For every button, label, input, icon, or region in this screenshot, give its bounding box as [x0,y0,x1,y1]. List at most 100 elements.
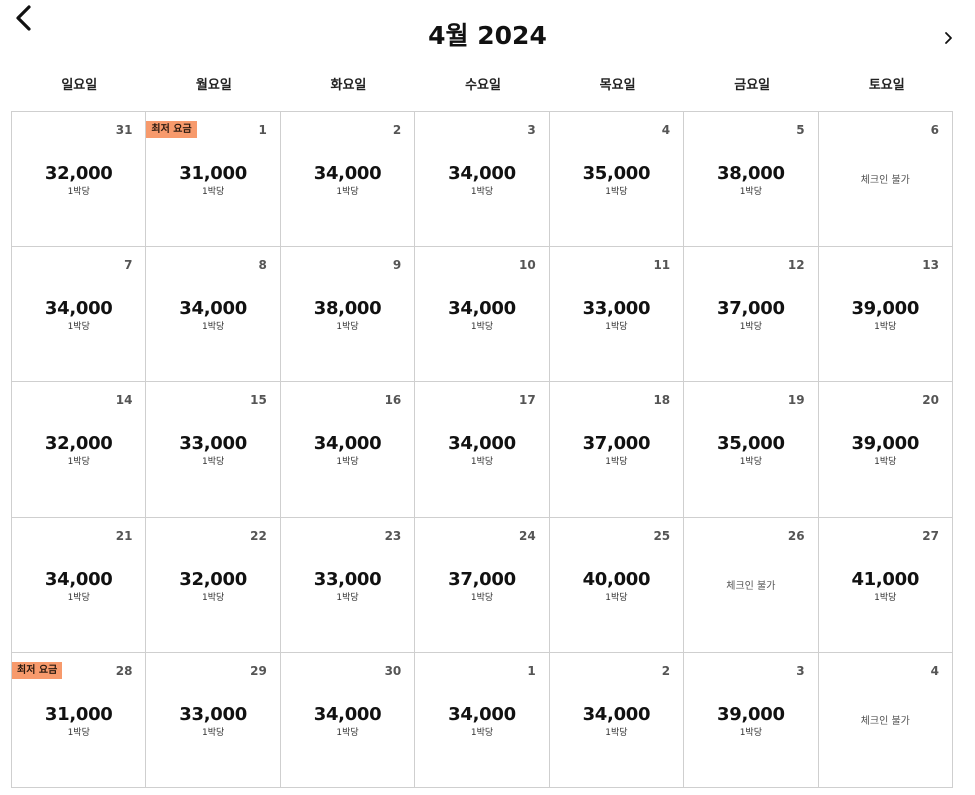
calendar-day-cell[interactable]: 31 32,000 1박당 [12,112,147,248]
calendar-day-cell[interactable]: 19 35,000 1박당 [684,382,819,518]
per-night-label: 1박당 [874,322,897,333]
per-night-label: 1박당 [605,727,628,738]
calendar-day-cell[interactable]: 20 39,000 1박당 [818,382,953,518]
nightly-price: 34,000 [313,703,382,725]
per-night-label: 1박당 [336,592,359,603]
nightly-price: 34,000 [448,298,516,320]
day-number: 29 [250,663,267,678]
per-night-label: 1박당 [605,187,628,197]
calendar-day-cell[interactable]: 5 38,000 1박당 [684,112,819,248]
per-night-label: 1박당 [874,592,897,603]
per-night-label: 1박당 [67,592,90,603]
calendar-day-cell[interactable]: 28 최저 요금 31,000 1박당 [12,652,147,788]
calendar-day-cell[interactable]: 13 39,000 1박당 [818,247,953,383]
per-night-label: 1박당 [336,322,359,333]
chevron-right-icon [945,32,952,44]
nightly-price: 34,000 [313,163,382,184]
day-number: 4 [930,663,939,678]
nightly-price: 32,000 [179,568,247,590]
calendar-day-cell[interactable]: 15 33,000 1박당 [146,382,281,518]
calendar-day-cell[interactable]: 9 38,000 1박당 [280,247,416,383]
calendar-day-cell[interactable]: 12 37,000 1박당 [684,247,819,383]
nightly-price: 37,000 [582,433,651,455]
checkin-unavailable-label: 체크인 불가 [726,580,776,592]
day-number: 15 [250,393,267,408]
day-number: 1 [258,123,267,137]
calendar-day-cell[interactable]: 8 34,000 1박당 [146,247,281,383]
nightly-price: 34,000 [44,568,113,590]
per-night-label: 1박당 [470,187,494,197]
nightly-price: 39,000 [851,433,920,455]
day-number: 28 [115,663,133,678]
nightly-price: 34,000 [313,433,382,455]
calendar-day-cell[interactable]: 2 34,000 1박당 [549,652,685,788]
day-number: 3 [796,663,805,678]
calendar-day-cell[interactable]: 4 35,000 1박당 [549,112,685,248]
per-night-label: 1박당 [67,727,90,738]
calendar-day-cell[interactable]: 29 33,000 1박당 [146,652,281,788]
weekday-label: 수요일 [465,78,501,93]
nightly-price: 34,000 [448,433,516,455]
nightly-price: 39,000 [851,298,920,320]
calendar-day-cell[interactable]: 2 34,000 1박당 [280,112,416,248]
day-number: 16 [384,393,402,408]
back-button[interactable] [8,2,38,34]
calendar-day-cell[interactable]: 22 32,000 1박당 [146,517,281,653]
per-night-label: 1박당 [201,592,225,603]
nightly-price: 32,000 [44,163,113,184]
per-night-label: 1박당 [605,457,628,468]
calendar-day-cell[interactable]: 11 33,000 1박당 [549,247,685,383]
nightly-price: 32,000 [44,433,113,455]
day-number: 17 [519,393,536,408]
calendar-day-cell: 6 체크인 불가 [818,112,953,248]
day-number: 2 [392,123,402,137]
day-number: 22 [250,528,267,543]
per-night-label: 1박당 [336,457,359,468]
nightly-price: 34,000 [582,703,651,725]
calendar-day-cell[interactable]: 23 33,000 1박당 [280,517,416,653]
per-night-label: 1박당 [336,727,359,738]
next-month-button[interactable] [938,28,958,48]
calendar-day-cell[interactable]: 10 34,000 1박당 [415,247,550,383]
weekday-label: 목요일 [599,78,636,93]
nightly-price: 33,000 [313,568,382,590]
nightly-price: 34,000 [44,298,113,320]
weekday-label: 일요일 [61,78,98,93]
calendar-day-cell[interactable]: 3 39,000 1박당 [684,652,819,788]
calendar-day-cell[interactable]: 1 34,000 1박당 [415,652,550,788]
per-night-label: 1박당 [201,322,225,333]
nightly-price: 35,000 [717,433,785,455]
per-night-label: 1박당 [739,727,762,738]
per-night-label: 1박당 [874,457,897,468]
day-number: 23 [384,528,402,543]
calendar-day-cell[interactable]: 21 34,000 1박당 [12,517,147,653]
calendar-day-cell[interactable]: 7 34,000 1박당 [12,247,147,383]
calendar-day-cell[interactable]: 14 32,000 1박당 [12,382,147,518]
calendar-day-cell[interactable]: 27 41,000 1박당 [818,517,953,653]
calendar-day-cell[interactable]: 16 34,000 1박당 [280,382,416,518]
calendar-day-cell: 26 체크인 불가 [684,517,819,653]
day-number: 18 [653,393,671,408]
nightly-price: 34,000 [179,298,247,320]
calendar-day-cell[interactable]: 25 40,000 1박당 [549,517,685,653]
checkin-unavailable-label: 체크인 불가 [860,175,910,186]
nightly-price: 38,000 [717,163,785,184]
nightly-price: 41,000 [851,568,920,590]
per-night-label: 1박당 [336,187,359,197]
day-number: 9 [392,258,402,273]
day-number: 20 [922,393,939,408]
calendar-day-cell[interactable]: 17 34,000 1박당 [415,382,550,518]
day-number: 1 [527,663,536,678]
day-number: 7 [124,258,133,273]
calendar-day-cell[interactable]: 1 최저 요금 31,000 1박당 [146,112,281,248]
per-night-label: 1박당 [470,322,494,333]
calendar-day-cell[interactable]: 3 34,000 1박당 [415,112,550,248]
calendar-day-cell[interactable]: 24 37,000 1박당 [415,517,550,653]
day-number: 12 [787,258,805,273]
calendar-day-cell[interactable]: 18 37,000 1박당 [549,382,685,518]
day-number: 21 [115,528,133,543]
nightly-price: 37,000 [448,568,516,590]
day-number: 11 [653,258,671,273]
calendar-day-cell[interactable]: 30 34,000 1박당 [280,652,416,788]
per-night-label: 1박당 [67,187,90,197]
